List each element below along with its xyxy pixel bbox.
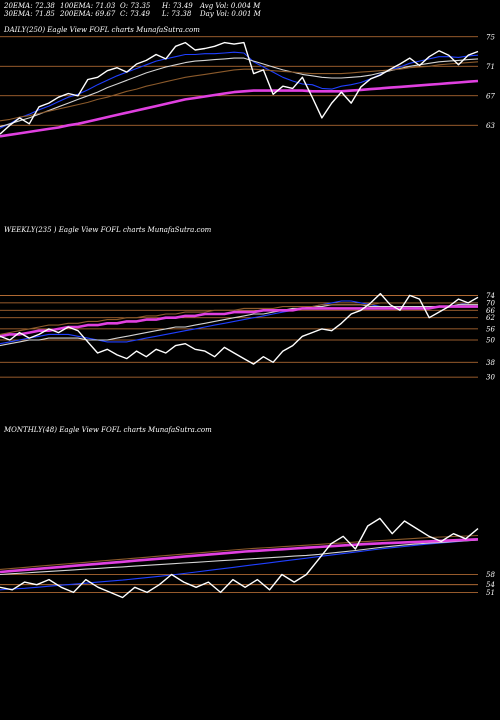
series-line-ema-200 (0, 305, 478, 338)
header-high: H: 73.49 (162, 2, 193, 10)
y-tick-label: 74 (486, 292, 495, 300)
y-tick-label: 67 (486, 92, 495, 100)
series-line-ema-mid (0, 304, 478, 347)
chart-panel-1: 75 71 67 63 DAILY(250) Eagle View FOFL chart… (0, 26, 495, 138)
series-line-ema-mid (0, 539, 479, 576)
series-line-ema-long (0, 534, 479, 570)
chart-title: DAILY(250) Eagle View FOFL charts Munafa… (3, 26, 200, 34)
y-tick-label: 54 (486, 581, 495, 589)
series-line-price (0, 517, 479, 599)
header-open: O: 73.35 (120, 2, 151, 10)
y-tick-label: 50 (486, 337, 495, 345)
series-line-price (0, 41, 479, 135)
header-close: C: 73.49 (120, 10, 150, 18)
y-tick-label: 51 (486, 589, 495, 597)
series-line-ema-200 (0, 538, 479, 574)
chart-title: MONTHLY(48) Eagle View FOFL charts Munaf… (3, 426, 212, 434)
series-line-ema-long (0, 302, 478, 335)
header-200ema: 200EMA: 69.67 (60, 10, 116, 18)
header-avg-vol: Avg Vol: 0.004 M (200, 2, 261, 10)
y-tick-label: 71 (486, 63, 495, 71)
header-day-vol: Day Vol: 0.001 M (200, 10, 261, 18)
y-tick-label: 70 (486, 299, 495, 307)
y-tick-label: 63 (486, 122, 495, 130)
header-30ema: 30EMA: 71.85 (4, 10, 55, 18)
y-tick-label: 30 (486, 374, 495, 382)
y-tick-label: 58 (486, 571, 495, 579)
header-20ema: 20EMA: 72.38 (4, 2, 55, 10)
y-tick-label: 62 (486, 314, 495, 322)
series-line-ema-short (0, 539, 479, 591)
series-line-ema-long (0, 61, 479, 122)
header-100ema: 100EMA: 71.03 (60, 2, 116, 10)
header-low: L: 73.38 (162, 10, 192, 18)
y-tick-label: 38 (486, 359, 495, 367)
y-tick-label: 56 (486, 325, 495, 333)
y-tick-label: 75 (486, 33, 495, 41)
series-line-ema-200 (0, 79, 479, 138)
series-line-ema-short (0, 51, 479, 129)
chart-title: WEEKLY(235 ) Eagle View FOFL charts Muna… (4, 226, 212, 234)
y-tick-label: 66 (486, 307, 495, 315)
series-line-price (0, 292, 479, 365)
